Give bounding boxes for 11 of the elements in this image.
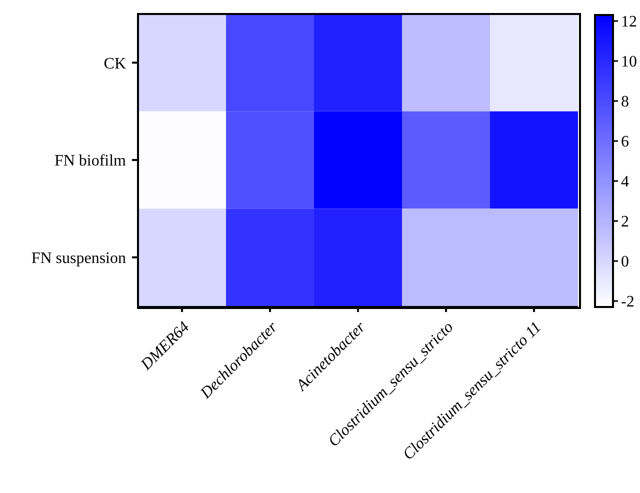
color-bar-label: 4 (621, 174, 629, 191)
color-bar-label: -2 (621, 294, 634, 311)
color-bar-label: 0 (621, 254, 629, 271)
color-bar-label: 2 (621, 214, 629, 231)
color-bar-label: 6 (621, 134, 629, 151)
color-bar-label: 10 (621, 54, 637, 71)
color-bar-label: 12 (621, 14, 637, 31)
y-tick-label: CK (104, 55, 126, 72)
y-tick-label: FN biofilm (54, 152, 127, 170)
color-bar-label: 8 (621, 94, 629, 111)
y-tick-label: FN suspension (31, 250, 126, 267)
